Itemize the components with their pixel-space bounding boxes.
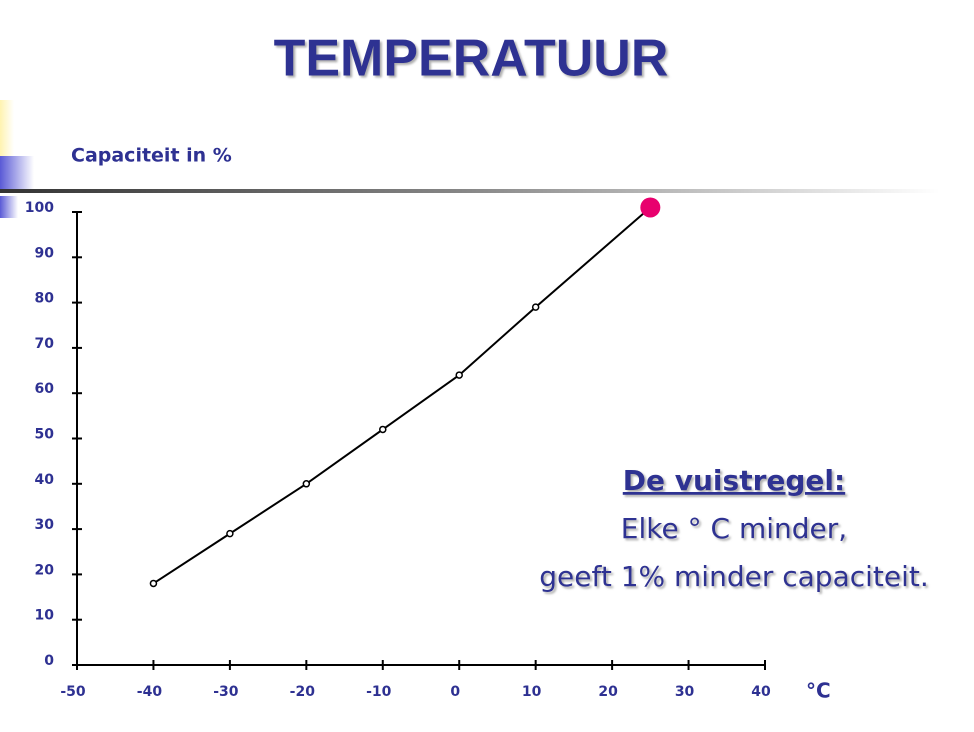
y-tick-label: 0 (44, 653, 54, 669)
y-tick-label: 10 (35, 608, 55, 624)
y-tick-label: 20 (35, 562, 55, 578)
y-tick-label: 40 (35, 472, 55, 488)
marker (226, 529, 234, 538)
annotation: De vuistregel: (623, 464, 845, 497)
marker (379, 425, 387, 434)
x-tick-label: -40 (137, 684, 163, 700)
marker (531, 303, 540, 311)
marker (302, 480, 311, 488)
x-tick-label: 30 (675, 684, 695, 700)
marker (149, 579, 158, 588)
decor (0, 156, 34, 190)
y-tick-label: 70 (35, 336, 55, 352)
y-tick-label: 80 (35, 291, 55, 307)
x-tick-label: -30 (213, 684, 239, 700)
decor (0, 100, 14, 156)
annotation: geeft 1% minder capaciteit. (539, 560, 929, 593)
x-axis-label: °C (806, 679, 831, 703)
x-tick-label: -10 (366, 684, 392, 700)
rule (0, 189, 940, 193)
x-tick-label: 40 (751, 684, 771, 700)
chart-title: TEMPERATUUR (274, 30, 669, 88)
annotation: Elke ° C minder, (621, 512, 847, 545)
line (152, 206, 651, 585)
x-tick-label: 20 (598, 684, 618, 700)
y-tick-label: 90 (35, 245, 55, 261)
y-tick-label: 30 (35, 517, 55, 533)
marker (455, 371, 463, 379)
y-axis-label: Capaciteit in % (71, 145, 232, 167)
y-tick-label: 60 (35, 381, 55, 397)
x-tick-label: -50 (60, 684, 86, 700)
x-tick-label: 0 (450, 684, 460, 700)
y-tick-label: 50 (35, 427, 55, 443)
decor (0, 196, 18, 218)
highlight-marker (640, 197, 661, 218)
y-tick-label: 100 (25, 200, 54, 216)
x-tick-label: 10 (522, 684, 542, 700)
x-tick-label: -20 (290, 684, 316, 700)
